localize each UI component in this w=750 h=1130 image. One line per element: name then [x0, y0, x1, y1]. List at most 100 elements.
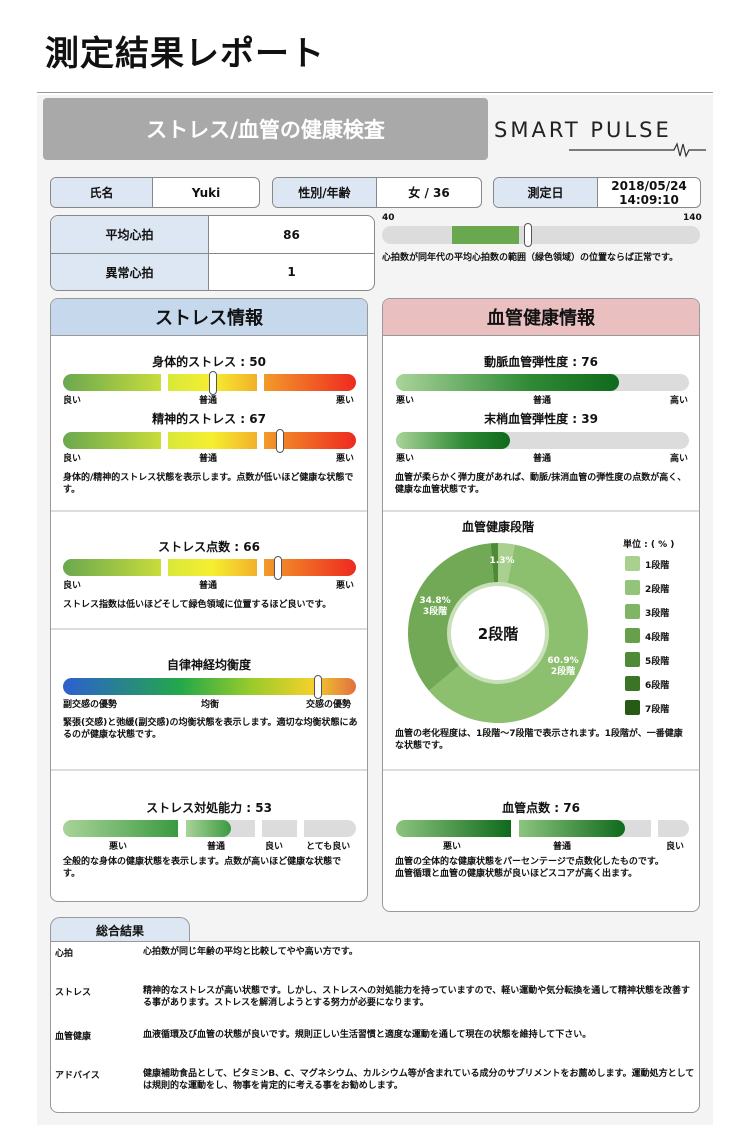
- bar-segment: [396, 820, 511, 837]
- legend-label: 7段階: [645, 705, 670, 715]
- scale-good: 良い: [63, 454, 82, 464]
- scale-good: 良い: [63, 396, 82, 406]
- page-title: 測定結果レポート: [45, 34, 325, 74]
- bar-segment: [519, 820, 651, 837]
- stress-marker: [276, 429, 285, 453]
- heart-rate-note: 心拍数が同年代の平均心拍数の範囲（緑色領域）の位置ならば正常です。: [382, 253, 679, 263]
- scale-normal: 普通: [199, 396, 218, 406]
- divider: [37, 92, 713, 93]
- divider: [51, 510, 367, 512]
- legend-swatch: [625, 580, 640, 595]
- date-field: 測定日 2018/05/24 14:09:10: [493, 177, 701, 208]
- summary-row-vascular: 血管健康 血液循環及び血管の状態が良いです。規則正しい生活習慣と適度な運動を通して…: [55, 1029, 695, 1042]
- scale-bad: 悪い: [336, 581, 355, 591]
- slice-label-small: 1.3%: [490, 556, 515, 566]
- elasticity-desc: 血管が柔らかく弾力度があれば、動脈/抹消血管の弾性度の点数が高く、健康な血管状態…: [395, 473, 687, 495]
- stress-bar-segment: [63, 374, 161, 391]
- vascular-score-bar: [396, 820, 689, 837]
- vascular-score-label: 血管点数 : 76: [502, 801, 580, 815]
- legend-item: 4段階: [625, 628, 695, 646]
- stage-desc: 血管の老化程度は、1段階〜7段階で表示されます。1段階が、一番健康な状態です。: [395, 729, 683, 751]
- stress-bar-segment: [63, 559, 161, 576]
- autonomic-balance-label: 自律神経均衡度: [166, 658, 251, 672]
- pulse-wave-icon: [569, 142, 706, 158]
- scale-normal: 普通: [533, 396, 552, 406]
- summary-key: アドバイス: [55, 1071, 100, 1081]
- scale-sympathetic: 交感の優勢: [306, 700, 352, 710]
- summary-text: 健康補助食品として、ビタミンB、C、マグネシウム、カルシウム等が含まれている成分…: [143, 1069, 695, 1091]
- bar-segment: [658, 820, 689, 837]
- scale-normal: 普通: [207, 842, 226, 852]
- bar-segment: [186, 820, 255, 837]
- peripheral-elasticity-label: 末梢血管弾性度 : 39: [484, 412, 598, 426]
- scale-high: 高い: [670, 396, 689, 406]
- legend-swatch: [625, 652, 640, 667]
- smart-pulse-logo: SMART PULSE: [494, 118, 709, 158]
- mental-stress-bar: [63, 429, 356, 453]
- stress-coping-label: ストレス対処能力 : 53: [146, 801, 272, 815]
- elasticity-fill: [396, 432, 511, 449]
- name-field: 氏名 Yuki: [50, 177, 260, 208]
- legend-label: 6段階: [645, 681, 670, 691]
- legend-label: 1段階: [645, 561, 670, 571]
- legend-item: 5段階: [625, 652, 695, 670]
- stress-bar-segment: [264, 432, 356, 449]
- avg-hr-value: 86: [283, 227, 300, 242]
- date-label: 測定日: [494, 178, 598, 207]
- donut-slice-4段階: [490, 543, 498, 584]
- autonomic-balance-marker: [313, 675, 322, 699]
- scale-good: 良い: [666, 842, 685, 852]
- legend-swatch: [625, 604, 640, 619]
- artery-elasticity-label: 動脈血管弾性度 : 76: [484, 355, 598, 369]
- scale-bad: 悪い: [396, 454, 415, 464]
- vascular-score-desc-2: 血管循環と血管の健康状態が良いほどスコアが高く出ます。: [395, 869, 638, 879]
- donut-slice-3段階: [408, 543, 494, 691]
- vascular-panel-title: 血管健康情報: [383, 299, 699, 336]
- avg-hr-label: 平均心拍: [51, 216, 209, 253]
- divider: [51, 628, 367, 630]
- scale-parasympathetic: 副交感の優勢: [63, 700, 118, 710]
- legend-label: 3段階: [645, 609, 670, 619]
- bar-fill: [63, 820, 178, 837]
- stress-coping-bar: [63, 820, 356, 837]
- stress-coping-desc: 全般的な身体の健康状態を表示します。点数が高いほど健康な状態です。: [63, 857, 342, 879]
- abnormal-hr-label: 異常心拍: [51, 254, 209, 290]
- scale-normal: 普通: [533, 454, 552, 464]
- stress-marker: [208, 371, 217, 395]
- heart-rate-bar: [382, 223, 700, 247]
- vascular-panel: 血管健康情報 動脈血管弾性度 : 76 悪い 普通 高い 末梢血管弾性度 : 39 …: [382, 298, 700, 912]
- autonomic-desc: 緊張(交感)と弛緩(副交感)の均衡状態を表示します。適切な均衡状態にあるのが健康…: [63, 718, 358, 740]
- stress-panel-title: ストレス情報: [51, 299, 367, 336]
- summary-key: 血管健康: [55, 1032, 92, 1042]
- abnormal-hr-value: 1: [287, 265, 296, 279]
- bar-fill: [396, 820, 511, 837]
- date-text: 2018/05/24: [611, 178, 687, 193]
- summary-tab: 総合結果: [50, 917, 190, 942]
- name-value: Yuki: [191, 185, 221, 200]
- scale-bad: 悪い: [396, 396, 415, 406]
- normal-range-fill: [451, 226, 519, 244]
- legend-item: 1段階: [625, 556, 695, 574]
- stress-bar-segment: [168, 432, 257, 449]
- bar-fill: [519, 820, 625, 837]
- summary-text: 精神的なストレスが高い状態です。しかし、ストレスへの対処能力を持っていますので、…: [143, 986, 691, 1008]
- report-banner: ストレス/血管の健康検査: [43, 98, 488, 160]
- physical-stress-bar: [63, 371, 356, 395]
- physical-stress-label: 身体的ストレス : 50: [152, 355, 266, 369]
- bar-segment: [262, 820, 297, 837]
- legend-swatch: [625, 676, 640, 691]
- summary-row-stress: ストレス 精神的なストレスが高い状態です。しかし、ストレスへの対処能力を持っていま…: [55, 985, 695, 1009]
- scale-good: 良い: [265, 842, 284, 852]
- legend-label: 5段階: [645, 657, 670, 667]
- legend-swatch: [625, 556, 640, 571]
- summary-text: 血液循環及び血管の状態が良いです。規則正しい生活習慣と適度な運動を通して現在の状…: [143, 1030, 592, 1040]
- donut-hole: [447, 582, 549, 684]
- logo-text: SMART PULSE: [494, 118, 672, 142]
- summary-key: 心拍: [55, 949, 74, 959]
- mental-stress-label: 精神的ストレス : 67: [152, 412, 266, 426]
- sex-age-value: 女 / 36: [408, 185, 450, 200]
- slice-label-2-stage: 2段階: [551, 665, 575, 677]
- legend-label: 2段階: [645, 585, 670, 595]
- scale-bad: 悪い: [443, 842, 462, 852]
